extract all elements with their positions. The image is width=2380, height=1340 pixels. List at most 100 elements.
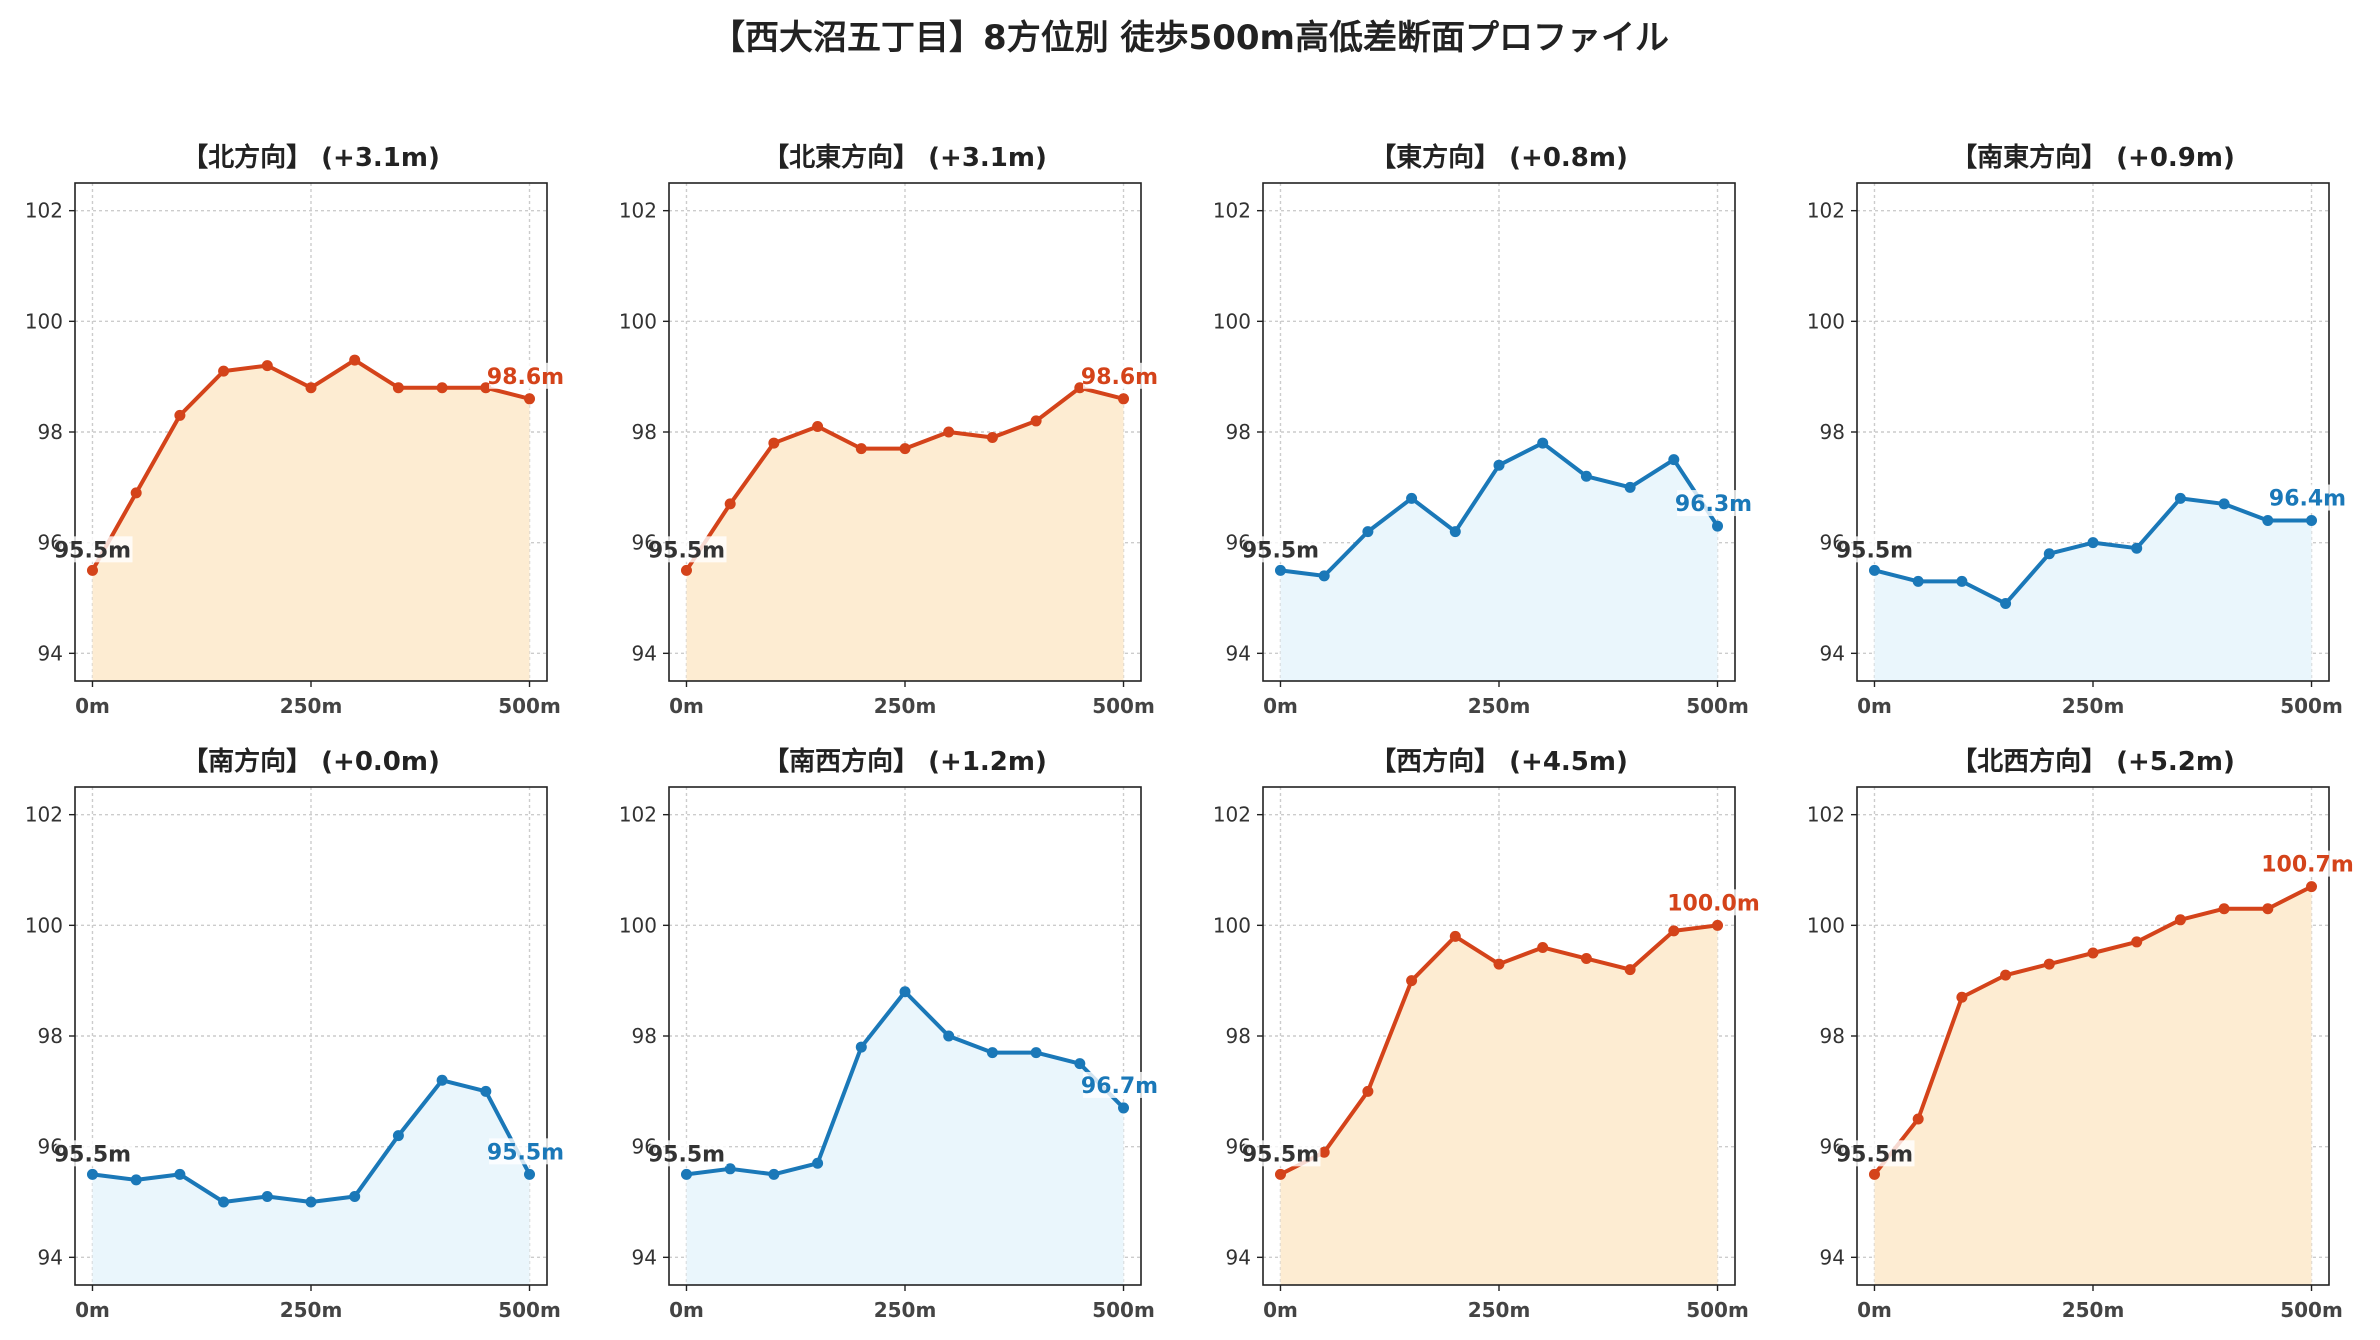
- start-value-label: 95.5m: [1242, 538, 1319, 563]
- data-point: [1118, 1102, 1130, 1114]
- data-point: [86, 1168, 98, 1180]
- data-point: [1030, 415, 1042, 427]
- data-point: [218, 365, 230, 377]
- data-point: [2000, 598, 2012, 610]
- data-point: [680, 564, 692, 576]
- data-point: [2174, 492, 2186, 504]
- x-tick-label: 250m: [874, 694, 937, 718]
- data-point: [480, 1085, 492, 1097]
- start-value-label: 95.5m: [1836, 1142, 1913, 1167]
- data-point: [2218, 498, 2230, 510]
- data-point: [1318, 1146, 1330, 1158]
- data-point: [899, 443, 911, 455]
- data-point: [1912, 1113, 1924, 1125]
- y-tick-label: 94: [38, 641, 63, 665]
- y-tick-label: 102: [1807, 199, 1845, 223]
- start-label-bg: [1838, 536, 1915, 563]
- elevation-area: [1874, 498, 2312, 681]
- end-value-label: 96.3m: [1675, 492, 1752, 517]
- data-point: [174, 1168, 186, 1180]
- end-value-label: 100.7m: [2261, 853, 2354, 878]
- y-tick-label: 98: [632, 1024, 657, 1048]
- y-tick-label: 94: [38, 1245, 63, 1269]
- y-tick-label: 100: [25, 913, 63, 937]
- x-tick-label: 500m: [498, 1298, 561, 1322]
- x-tick-label: 0m: [1857, 694, 1892, 718]
- data-point: [768, 437, 780, 449]
- y-tick-label: 100: [619, 309, 657, 333]
- data-point: [261, 1190, 273, 1202]
- elevation-area: [92, 360, 530, 681]
- y-tick-label: 98: [1226, 1024, 1251, 1048]
- y-tick-label: 102: [25, 199, 63, 223]
- start-value-label: 95.5m: [648, 538, 725, 563]
- data-point: [130, 487, 142, 499]
- y-tick-label: 94: [1226, 1245, 1251, 1269]
- x-tick-label: 0m: [669, 694, 704, 718]
- data-point: [261, 360, 273, 372]
- data-point: [1868, 1168, 1880, 1180]
- y-tick-label: 98: [1820, 1024, 1845, 1048]
- start-value-label: 95.5m: [648, 1142, 725, 1167]
- x-tick-label: 250m: [2062, 694, 2125, 718]
- start-value-label: 95.5m: [1242, 1142, 1319, 1167]
- y-tick-label: 98: [38, 1024, 63, 1048]
- data-point: [436, 382, 448, 394]
- chart-title: 【北西方向】 (+5.2m): [1951, 746, 2235, 777]
- data-point: [2131, 936, 2143, 948]
- elevation-area: [686, 991, 1124, 1285]
- y-tick-label: 102: [619, 803, 657, 827]
- data-point: [2306, 515, 2318, 527]
- data-point: [480, 382, 492, 394]
- data-point: [2000, 969, 2012, 981]
- start-label-bg: [1244, 536, 1321, 563]
- chart-title: 【南西方向】 (+1.2m): [763, 746, 1047, 777]
- end-label-bg: [2271, 484, 2345, 511]
- y-tick-label: 102: [25, 803, 63, 827]
- data-point: [1624, 964, 1636, 976]
- data-point: [1074, 1058, 1086, 1070]
- y-tick-label: 102: [619, 199, 657, 223]
- elevation-area: [686, 387, 1124, 681]
- data-point: [1668, 454, 1680, 466]
- y-tick-label: 98: [38, 420, 63, 444]
- data-point: [1712, 919, 1724, 931]
- chart-title: 【西方向】 (+4.5m): [1370, 746, 1628, 777]
- data-point: [724, 1163, 736, 1175]
- start-value-label: 95.5m: [1836, 538, 1913, 563]
- end-value-label: 96.7m: [1081, 1074, 1158, 1099]
- x-tick-label: 250m: [280, 1298, 343, 1322]
- x-tick-label: 250m: [1468, 694, 1531, 718]
- x-tick-label: 0m: [75, 1298, 110, 1322]
- y-tick-label: 94: [632, 641, 657, 665]
- y-tick-label: 98: [1226, 420, 1251, 444]
- data-point: [524, 393, 536, 405]
- chart-title: 【北方向】 (+3.1m): [182, 142, 440, 173]
- data-point: [130, 1174, 142, 1186]
- data-point: [1074, 382, 1086, 394]
- data-point: [1493, 958, 1505, 970]
- data-point: [1956, 575, 1968, 587]
- data-point: [1274, 1168, 1286, 1180]
- data-point: [2087, 537, 2099, 549]
- y-tick-label: 100: [25, 309, 63, 333]
- elevation-area: [1874, 886, 2312, 1285]
- data-point: [218, 1196, 230, 1208]
- end-value-label: 98.6m: [1081, 365, 1158, 390]
- end-label-bg: [1083, 1071, 1157, 1098]
- chart-title: 【東方向】 (+0.8m): [1370, 142, 1628, 173]
- data-point: [1868, 564, 1880, 576]
- y-tick-label: 94: [1820, 1245, 1845, 1269]
- data-point: [943, 1030, 955, 1042]
- data-point: [1362, 526, 1374, 538]
- data-point: [1030, 1047, 1042, 1059]
- end-label-bg: [489, 1138, 563, 1165]
- data-point: [1668, 925, 1680, 937]
- end-label-bg: [2264, 850, 2351, 877]
- x-tick-label: 500m: [1686, 694, 1749, 718]
- chart-title: 【南方向】 (+0.0m): [182, 746, 440, 777]
- chart-title: 【南東方向】 (+0.9m): [1951, 142, 2235, 173]
